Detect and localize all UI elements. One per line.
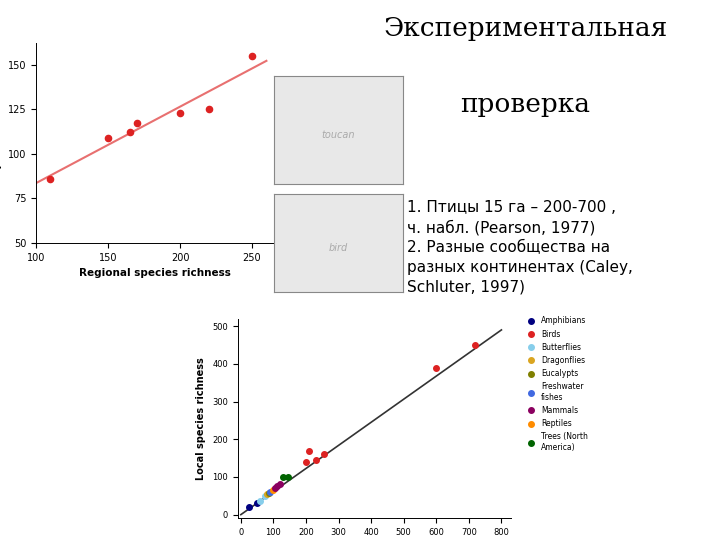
Point (203, 105, 215, 113)
Point (261, 490, 273, 498)
Text: 1. Птицы 15 га – 200-700 ,
ч. набл. (Pearson, 1977)
2. Разные сообщества на
разн: 1. Птицы 15 га – 200-700 , ч. набл. (Pea… (407, 200, 633, 295)
Point (243, 503, 255, 511)
Point (268, 486, 279, 495)
Text: toucan: toucan (322, 130, 355, 140)
Text: bird: bird (329, 243, 348, 253)
Point (282, 472, 294, 481)
Point (131, 119, 143, 128)
Point (174, 109, 186, 117)
Point (259, 491, 271, 500)
Point (45, 174, 56, 183)
Point (310, 456, 322, 464)
Point (431, 363, 442, 372)
Point (269, 484, 281, 492)
Point (255, 497, 266, 506)
Point (263, 489, 274, 497)
Point (271, 482, 282, 491)
Point (102, 133, 114, 142)
Point (264, 488, 276, 496)
Point (277, 472, 289, 481)
Legend: Amphibians, Birds, Butterflies, Dragonflies, Eucalypts, Freshwater
fishes, Mamma: Amphibians, Birds, Butterflies, Dragonfl… (523, 316, 588, 452)
Y-axis label: Local species richness: Local species richness (197, 357, 207, 480)
Text: Экспериментальная: Экспериментальная (384, 16, 667, 41)
Point (304, 446, 315, 455)
Point (124, 128, 135, 137)
Y-axis label: Local species richness: Local species richness (0, 78, 2, 208)
Point (318, 450, 330, 458)
Point (300, 457, 312, 466)
Point (469, 341, 481, 349)
Point (251, 499, 263, 508)
Text: проверка: проверка (461, 92, 590, 117)
Point (274, 480, 286, 489)
Point (246, 51, 258, 60)
X-axis label: Regional species richness: Regional species richness (79, 268, 230, 278)
